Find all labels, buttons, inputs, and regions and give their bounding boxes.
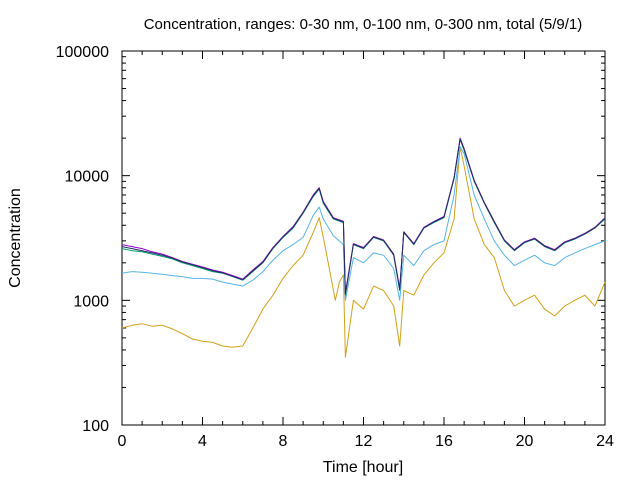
y-axis: 100 1000 10000 100000 [56, 44, 605, 435]
y-tick-label: 1000 [73, 293, 109, 310]
chart-title: Concentration, ranges: 0-30 nm, 0-100 nm… [144, 16, 583, 33]
x-tick-label: 4 [198, 433, 207, 450]
x-tick-label: 8 [279, 433, 288, 450]
series-line-4 [121, 137, 606, 294]
series-line-3 [121, 139, 606, 296]
series-line-5 [121, 138, 606, 295]
x-tick-label: 0 [118, 433, 127, 450]
y-tick-label: 100 [82, 418, 109, 435]
x-tick-label: 20 [516, 433, 534, 450]
y-axis-label: Concentration [7, 188, 24, 288]
series-group [121, 137, 606, 358]
y-tick-label: 100000 [56, 44, 109, 61]
x-tick-label: 16 [435, 433, 453, 450]
x-axis: 0 4 8 12 16 20 24 [118, 51, 614, 450]
x-axis-label: Time [hour] [323, 459, 403, 476]
plot-frame [121, 50, 606, 426]
series-line-1 [121, 146, 606, 358]
x-tick-label: 24 [596, 433, 614, 450]
y-tick-label: 10000 [65, 169, 110, 186]
series-line-2 [121, 146, 606, 301]
x-tick-label: 12 [355, 433, 373, 450]
